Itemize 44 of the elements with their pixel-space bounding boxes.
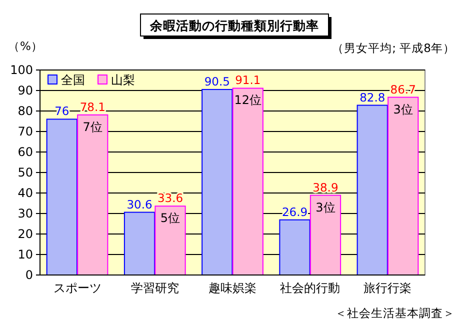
y-tick-label: 100	[10, 63, 33, 78]
annotation: 12位	[234, 93, 262, 108]
x-tick-label: 社会的行動	[280, 281, 340, 295]
bar	[124, 212, 156, 276]
annotation: 5位	[160, 211, 180, 226]
y-tick-label: 20	[18, 227, 33, 242]
data-label: 82.8	[360, 90, 386, 104]
bar	[232, 88, 264, 276]
bar	[356, 104, 388, 276]
y-tick-label: 50	[18, 166, 33, 180]
data-label: 78.1	[80, 100, 106, 114]
bar	[202, 88, 233, 276]
chart-subtitle: （男女平均; 平成8年）	[332, 41, 455, 55]
annotation: 7位	[82, 120, 102, 134]
bar	[77, 114, 108, 276]
data-label: 91.1	[235, 73, 261, 88]
x-tick-label: スポーツ	[53, 281, 102, 295]
y-axis-title: （%）	[8, 39, 43, 53]
x-tick-label: 学習研究	[130, 281, 179, 295]
annotation: 3位	[393, 102, 413, 116]
annotation: 3位	[316, 200, 336, 214]
x-tick-label: 旅行行楽	[364, 281, 412, 295]
y-tick-label: 60	[18, 145, 33, 160]
data-label: 90.5	[204, 74, 230, 88]
bar	[46, 118, 78, 276]
y-tick-label: 90	[18, 84, 33, 98]
chart-title: 余暇活動の行動種類別行動率	[149, 18, 319, 33]
data-label: 30.6	[126, 197, 152, 212]
bar	[154, 206, 186, 276]
y-tick-label: 30	[18, 206, 33, 221]
y-tick-label: 80	[18, 104, 33, 118]
legend-label: 全国	[61, 73, 85, 87]
data-label: 33.6	[157, 191, 184, 206]
y-tick-label: 70	[18, 124, 33, 139]
x-tick-label: 趣味娯楽	[208, 281, 256, 295]
text: ＜社会生活基本調査＞	[335, 306, 455, 320]
data-label: 38.9	[312, 180, 338, 194]
y-tick-label: 10	[18, 248, 33, 262]
bar	[279, 219, 310, 276]
y-tick-label: 0	[25, 268, 33, 282]
bar	[388, 96, 419, 276]
legend-label: 山梨	[111, 73, 135, 87]
y-tick-label: 40	[18, 186, 33, 200]
bar	[310, 194, 342, 276]
